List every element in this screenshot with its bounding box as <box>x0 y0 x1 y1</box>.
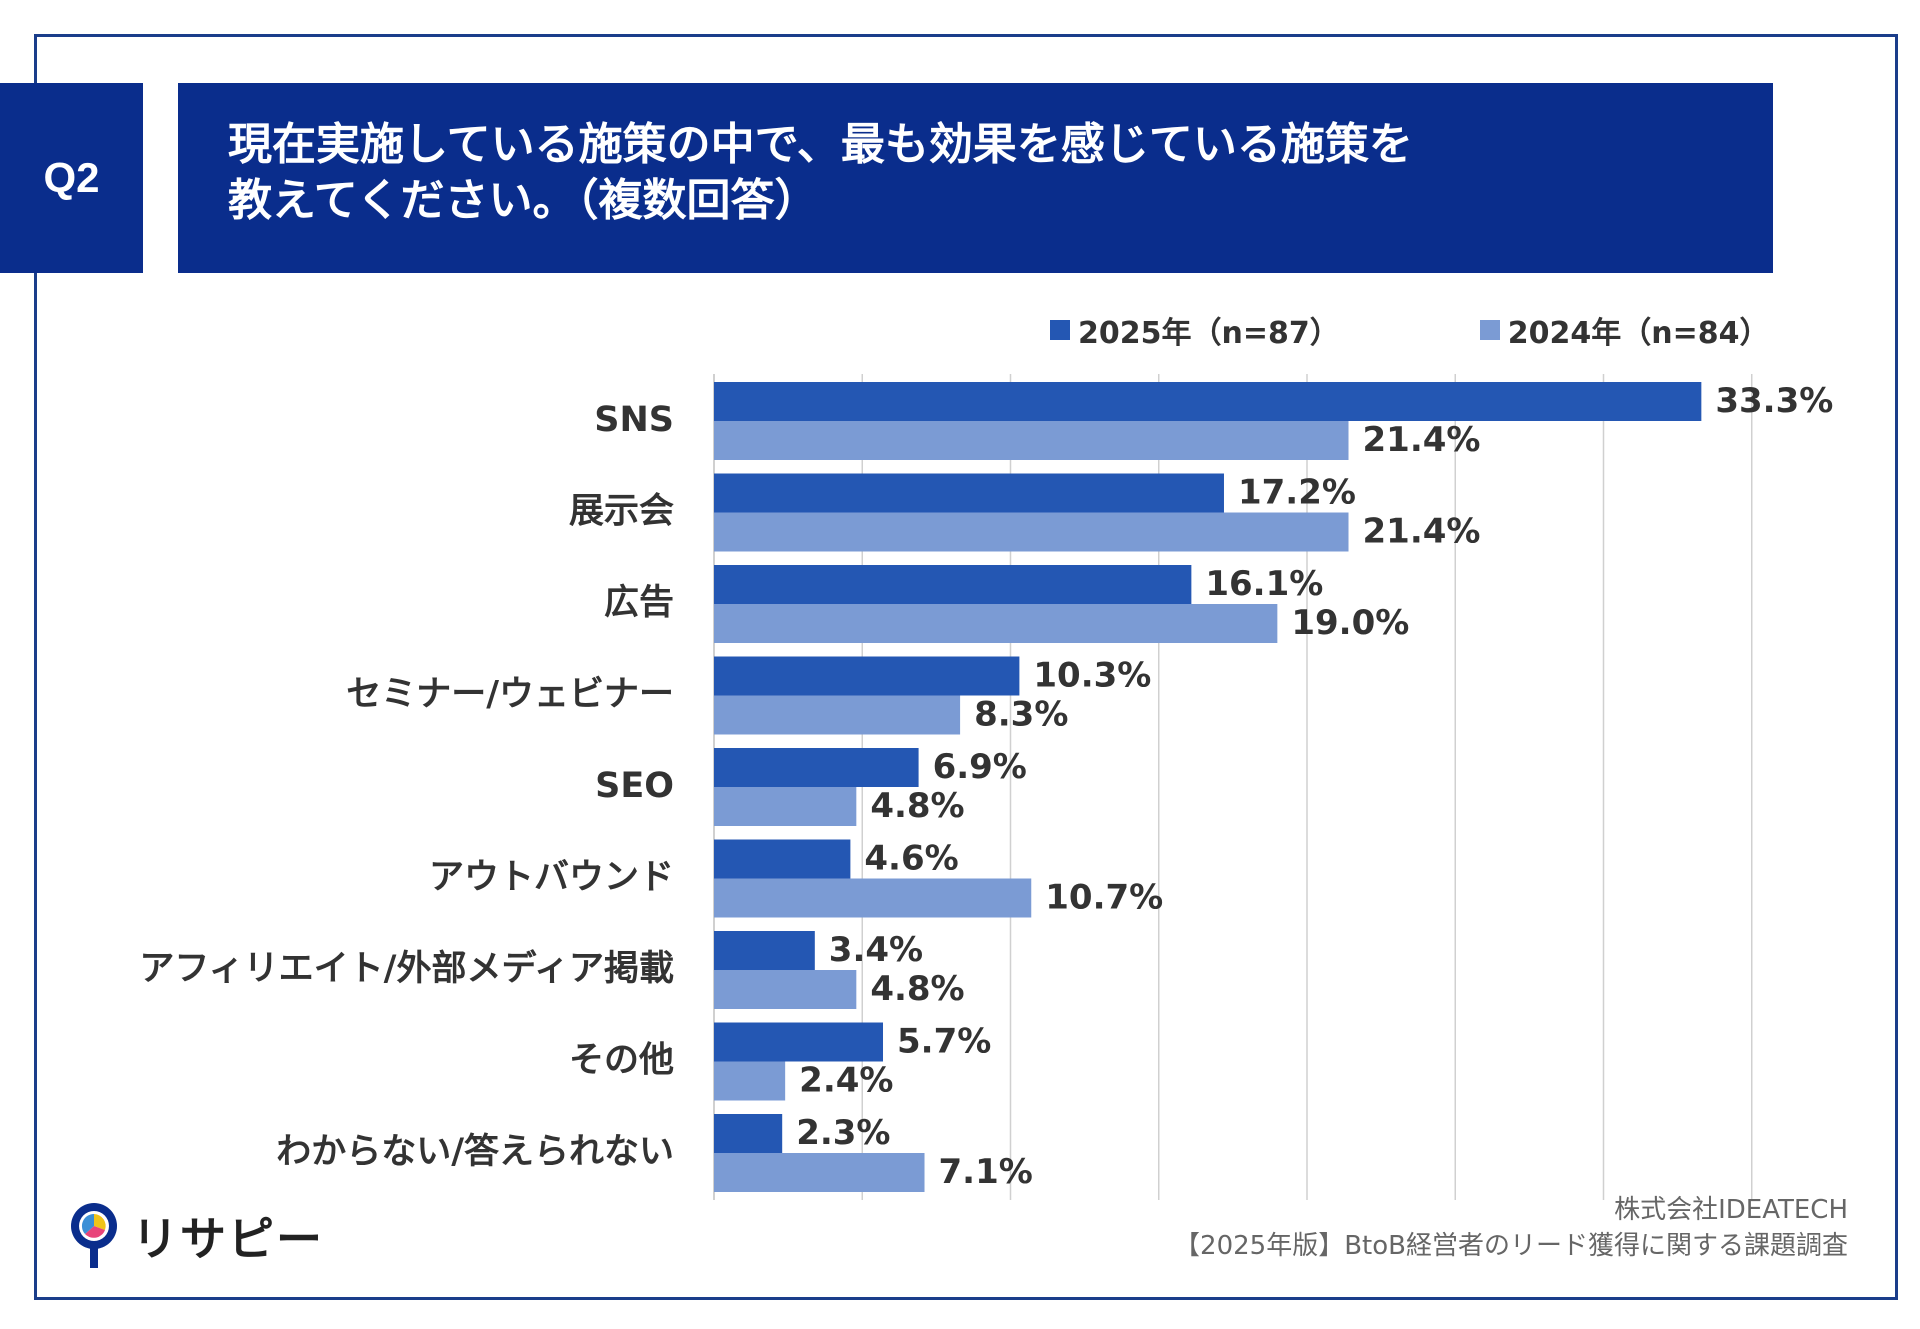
category-label: SNS <box>594 400 674 440</box>
bar-2024 <box>714 787 857 826</box>
legend-label-2024: 2024年（n=84） <box>1507 316 1770 351</box>
logo: リサピー <box>68 1200 324 1272</box>
data-label: 16.1% <box>1205 564 1323 604</box>
category-label: アフィリエイト/外部メディア掲載 <box>139 948 674 989</box>
data-label: 8.3% <box>974 695 1068 735</box>
bar-2024 <box>714 878 1032 918</box>
bar-2025 <box>714 1022 884 1062</box>
bar-2025 <box>714 931 815 970</box>
data-label: 5.7% <box>897 1022 991 1062</box>
data-label: 2.3% <box>796 1113 890 1153</box>
category-label: 展示会 <box>569 492 674 532</box>
location-pin-icon <box>71 1203 117 1268</box>
data-label: 4.6% <box>864 839 958 879</box>
logo-text: リサピー <box>132 1212 324 1266</box>
legend-item-2025: 2025年（n=87） <box>1050 310 1340 351</box>
bar-2024 <box>714 512 1349 552</box>
data-label: 3.4% <box>829 930 923 970</box>
bar-2024 <box>714 1153 925 1192</box>
data-label: 19.0% <box>1291 603 1409 643</box>
bar-2025 <box>714 839 851 879</box>
category-label: 広告 <box>604 583 674 623</box>
bar-2025 <box>714 656 1020 696</box>
bar-2024 <box>714 604 1278 643</box>
bar-2025 <box>714 473 1224 513</box>
data-label: 21.4% <box>1363 512 1481 552</box>
bar-2025 <box>714 565 1192 604</box>
category-label: SEO <box>595 766 674 806</box>
footer: 株式会社IDEATECH 【2025年版】BtoB経営者のリード獲得に関する課題… <box>1174 1192 1848 1264</box>
bar-2024 <box>714 421 1349 460</box>
data-label: 21.4% <box>1363 420 1481 460</box>
data-label: 10.7% <box>1045 878 1163 918</box>
title-line-1: 現在実施している施策の中で、最も効果を感じている施策を <box>228 119 1413 170</box>
data-label: 33.3% <box>1715 381 1833 421</box>
category-label: その他 <box>569 1041 674 1081</box>
footer-survey: 【2025年版】BtoB経営者のリード獲得に関する課題調査 <box>1174 1231 1848 1261</box>
bar-2024 <box>714 695 961 735</box>
title-line-2: 教えてください。（複数回答） <box>228 175 819 226</box>
bar-2025 <box>714 748 919 787</box>
question-label: Q2 <box>0 83 143 273</box>
bar-2024 <box>714 970 857 1009</box>
legend-swatch-2025 <box>1050 320 1070 340</box>
data-label: 4.8% <box>870 786 964 826</box>
bar-2025 <box>714 1114 783 1153</box>
category-label: わからない/答えられない <box>276 1132 674 1172</box>
data-label: 4.8% <box>870 969 964 1009</box>
bar-chart: SNS 33.3% 21.4% 展示会 17.2%21.4% 広告 16.1%19.0% セミ… <box>139 374 1833 1200</box>
chart-frame <box>34 34 1898 1300</box>
bar-2025 <box>714 382 1702 421</box>
category-label: セミナー/ウェビナー <box>346 675 674 715</box>
category-label: アウトバウンド <box>429 858 674 898</box>
legend-swatch-2024 <box>1479 320 1500 340</box>
legend-label-2025: 2025年（n=87） <box>1078 316 1340 351</box>
bar-2024 <box>714 1061 786 1101</box>
legend-item-2024: 2024年（n=84） <box>1479 310 1770 351</box>
footer-company: 株式会社IDEATECH <box>1614 1195 1848 1225</box>
data-label: 7.1% <box>939 1152 1033 1192</box>
data-label: 10.3% <box>1033 656 1151 696</box>
data-label: 2.4% <box>799 1061 893 1101</box>
question-title: 現在実施している施策の中で、最も効果を感じている施策を 教えてください。（複数回… <box>178 83 1773 273</box>
data-label: 17.2% <box>1238 473 1356 513</box>
legend: 2025年（n=87） 2024年（n=84） <box>1050 310 1770 351</box>
data-label: 6.9% <box>933 747 1027 787</box>
